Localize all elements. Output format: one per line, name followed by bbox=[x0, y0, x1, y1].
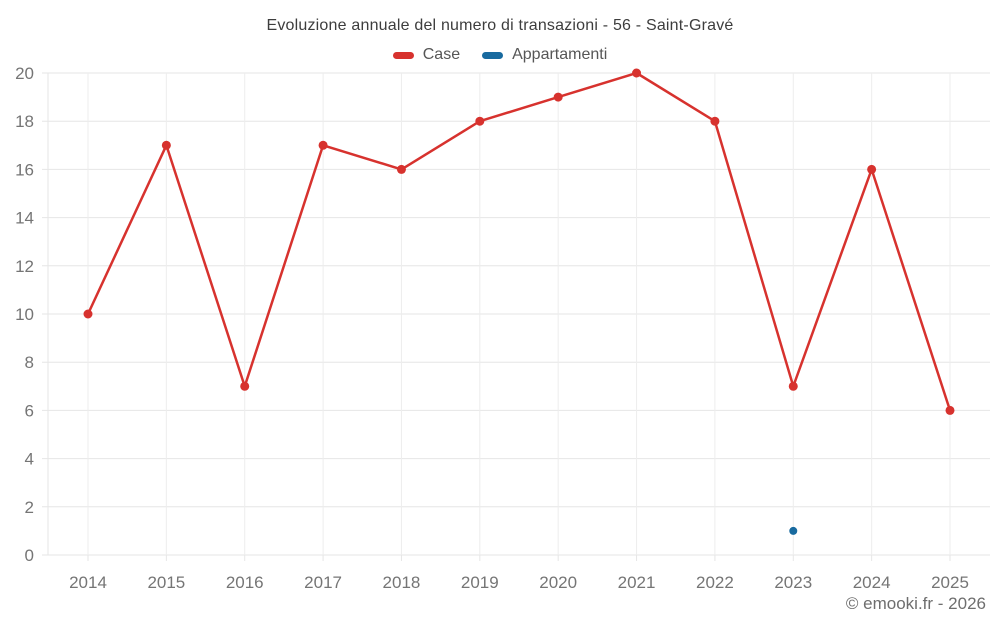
case-point[interactable] bbox=[161, 140, 171, 150]
case-point[interactable] bbox=[632, 68, 642, 78]
legend-label-appartamenti: Appartamenti bbox=[512, 46, 608, 63]
case-swatch-icon bbox=[392, 51, 414, 59]
y-tick-label: 4 bbox=[25, 450, 34, 469]
case-point[interactable] bbox=[945, 405, 955, 415]
y-tick-label: 20 bbox=[15, 64, 34, 83]
x-tick-label: 2025 bbox=[931, 573, 969, 592]
legend-item-appartamenti[interactable]: Appartamenti bbox=[482, 46, 607, 64]
x-tick-label: 2017 bbox=[304, 573, 342, 592]
x-tick-label: 2024 bbox=[853, 573, 891, 592]
case-line bbox=[86, 71, 952, 412]
case-point[interactable] bbox=[867, 164, 877, 174]
x-tick-label: 2023 bbox=[774, 573, 812, 592]
legend-item-case[interactable]: Case bbox=[392, 46, 461, 64]
chart-title: Evoluzione annuale del numero di transaz… bbox=[266, 17, 734, 34]
appartamenti-swatch-icon bbox=[482, 51, 504, 59]
case-point[interactable] bbox=[240, 381, 250, 391]
y-tick-label: 2 bbox=[25, 498, 34, 517]
y-tick-label: 12 bbox=[15, 257, 34, 276]
x-tick-label: 2021 bbox=[618, 573, 656, 592]
legend: Case Appartamenti bbox=[0, 46, 1000, 64]
x-tick-label: 2014 bbox=[69, 573, 107, 592]
x-tick-label: 2016 bbox=[226, 573, 264, 592]
case-point[interactable] bbox=[788, 381, 798, 391]
y-tick-label: 14 bbox=[15, 209, 34, 228]
y-tick-label: 16 bbox=[15, 160, 34, 179]
y-tick-label: 0 bbox=[25, 546, 34, 565]
watermark: © emooki.fr - 2026 bbox=[845, 594, 986, 613]
case-point[interactable] bbox=[318, 140, 328, 150]
x-tick-label: 2018 bbox=[383, 573, 421, 592]
case-point[interactable] bbox=[83, 309, 93, 319]
case-point[interactable] bbox=[396, 164, 406, 174]
x-tick-label: 2015 bbox=[147, 573, 185, 592]
case-point[interactable] bbox=[553, 92, 563, 102]
x-tick-label: 2022 bbox=[696, 573, 734, 592]
x-tick-label: 2019 bbox=[461, 573, 499, 592]
case-point[interactable] bbox=[710, 116, 720, 126]
legend-label-case: Case bbox=[422, 46, 461, 63]
y-tick-label: 18 bbox=[15, 112, 34, 131]
x-tick-label: 2020 bbox=[539, 573, 577, 592]
y-tick-label: 10 bbox=[15, 305, 34, 324]
y-tick-label: 8 bbox=[25, 353, 34, 372]
appartamenti-point[interactable] bbox=[789, 526, 798, 535]
y-tick-label: 6 bbox=[25, 401, 34, 420]
case-point[interactable] bbox=[475, 116, 485, 126]
